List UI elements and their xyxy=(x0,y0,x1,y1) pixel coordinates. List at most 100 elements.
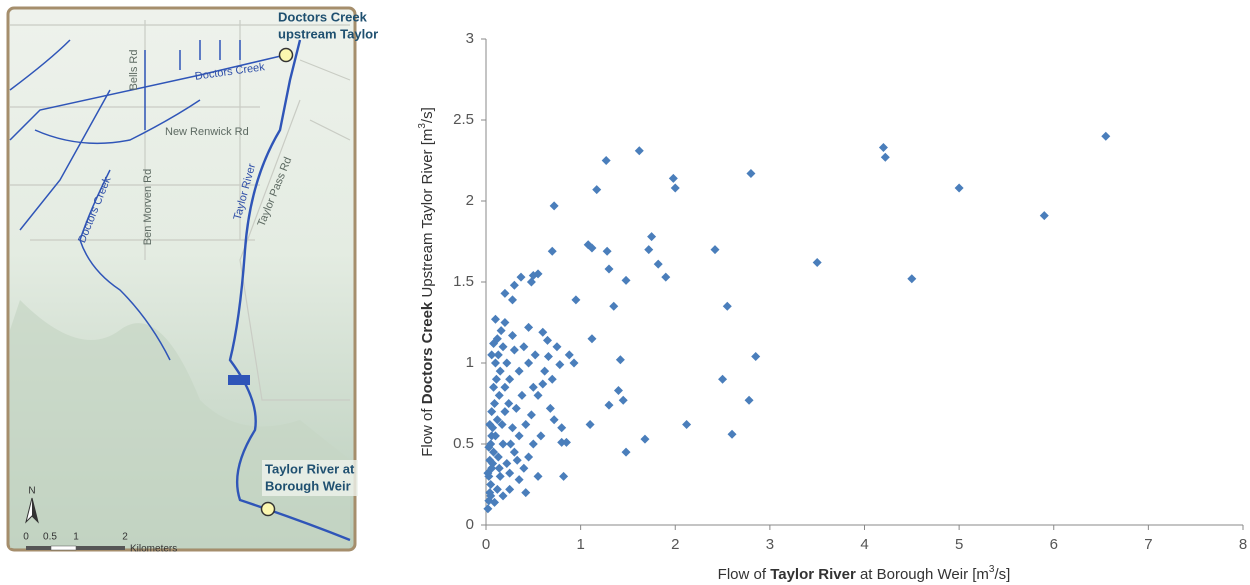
point xyxy=(486,480,495,489)
y-tick-label: 2.5 xyxy=(453,111,474,128)
x-tick-label: 0 xyxy=(482,536,490,553)
page: Bells Rd Doctors Creek New Renwick Rd Do… xyxy=(0,0,1250,585)
point xyxy=(515,475,524,484)
point xyxy=(487,407,496,416)
point xyxy=(559,472,568,481)
point xyxy=(723,302,732,311)
point xyxy=(728,430,737,439)
map: Bells Rd Doctors Creek New Renwick Rd Do… xyxy=(8,8,378,555)
point xyxy=(534,472,543,481)
y-tick-label: 1 xyxy=(466,354,474,371)
point xyxy=(745,396,754,405)
point xyxy=(955,184,964,193)
point xyxy=(517,273,526,282)
point xyxy=(527,410,536,419)
point xyxy=(746,169,755,178)
point xyxy=(536,431,545,440)
x-tick-label: 2 xyxy=(671,536,679,553)
point xyxy=(544,352,553,361)
north-label: N xyxy=(28,486,35,497)
point xyxy=(538,328,547,337)
point xyxy=(505,375,514,384)
point xyxy=(562,438,571,447)
point xyxy=(496,472,505,481)
scale-bar xyxy=(26,546,125,550)
x-axis-label: Flow of Taylor River at Borough Weir [m3… xyxy=(718,564,1011,583)
point xyxy=(669,174,678,183)
y-tick-label: 1.5 xyxy=(453,273,474,290)
road-label: Ben Morven Rd xyxy=(142,169,154,245)
site-label: Doctors Creek xyxy=(278,9,368,24)
point xyxy=(492,375,501,384)
point xyxy=(602,156,611,165)
point xyxy=(616,355,625,364)
scale-label: 0 xyxy=(23,532,29,543)
point xyxy=(508,295,517,304)
point xyxy=(557,423,566,432)
point xyxy=(513,456,522,465)
point xyxy=(587,334,596,343)
point xyxy=(519,342,528,351)
point xyxy=(603,247,612,256)
point xyxy=(512,404,521,413)
point xyxy=(538,380,547,389)
point xyxy=(519,464,528,473)
point xyxy=(647,232,656,241)
point xyxy=(548,375,557,384)
x-tick-label: 6 xyxy=(1050,536,1058,553)
point xyxy=(635,146,644,155)
point xyxy=(489,383,498,392)
point xyxy=(506,440,515,449)
point xyxy=(661,273,670,282)
point xyxy=(1101,132,1110,141)
point xyxy=(496,367,505,376)
point xyxy=(546,404,555,413)
point xyxy=(644,245,653,254)
point xyxy=(1040,211,1049,220)
point xyxy=(495,464,504,473)
point xyxy=(500,289,509,298)
scale-label: 2 xyxy=(122,532,128,543)
point xyxy=(487,350,496,359)
point xyxy=(609,302,618,311)
point xyxy=(622,276,631,285)
point xyxy=(529,440,538,449)
point xyxy=(491,315,500,324)
point xyxy=(718,375,727,384)
point xyxy=(671,184,680,193)
point xyxy=(502,359,511,368)
scale-label: 0.5 xyxy=(43,532,57,543)
point xyxy=(491,359,500,368)
y-tick-label: 3 xyxy=(466,30,474,47)
y-tick-label: 0.5 xyxy=(453,435,474,452)
point xyxy=(517,391,526,400)
point xyxy=(682,420,691,429)
point xyxy=(879,143,888,152)
x-tick-label: 7 xyxy=(1144,536,1152,553)
point xyxy=(500,407,509,416)
point xyxy=(881,153,890,162)
point xyxy=(483,504,492,513)
point xyxy=(515,431,524,440)
chart: Flow of Taylor River at Borough Weir [m3… xyxy=(417,30,1248,583)
scale-unit: Kilometers xyxy=(130,544,177,555)
point xyxy=(592,185,601,194)
point xyxy=(529,383,538,392)
site-marker xyxy=(280,49,293,62)
point xyxy=(543,336,552,345)
site-label: Taylor River at xyxy=(265,461,355,476)
point xyxy=(555,360,564,369)
road-label: New Renwick Rd xyxy=(165,126,249,138)
point xyxy=(552,342,561,351)
road-label: Bells Rd xyxy=(128,50,140,91)
x-tick-label: 1 xyxy=(576,536,584,553)
point xyxy=(500,383,509,392)
site-label: upstream Taylor xyxy=(278,26,378,41)
point xyxy=(605,265,614,274)
x-tick-label: 5 xyxy=(955,536,963,553)
point xyxy=(504,399,513,408)
point xyxy=(586,420,595,429)
scale-label: 1 xyxy=(73,532,79,543)
point xyxy=(493,485,502,494)
point xyxy=(531,350,540,359)
